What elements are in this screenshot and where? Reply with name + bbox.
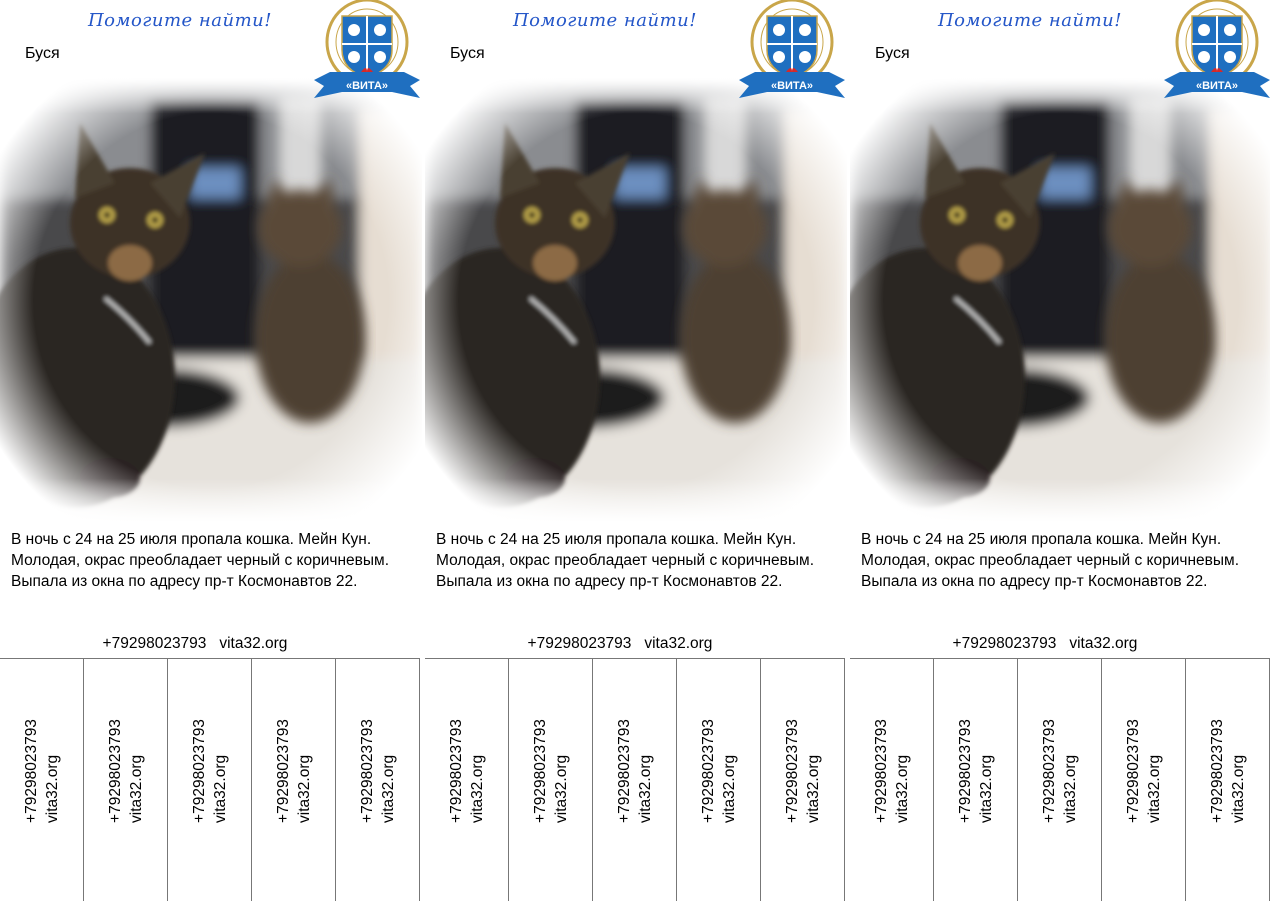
contact-site: vita32.org: [1069, 635, 1138, 652]
pet-name: Буся: [450, 45, 485, 62]
strip-site: vita32.org: [468, 754, 486, 823]
description-line: В ночь с 24 на 25 июля пропала кошка. Ме…: [861, 531, 1222, 548]
description: В ночь с 24 на 25 июля пропала кошка. Ме…: [861, 529, 1239, 592]
contact-line: +79298023793 vita32.org: [0, 635, 390, 653]
strip-phone: +79298023793: [956, 719, 974, 823]
strip-phone: +79298023793: [190, 719, 208, 823]
tear-off-strip: +79298023793 vita32.org: [425, 659, 509, 901]
logo: «ВИТА»: [312, 0, 422, 104]
svg-text:«ВИТА»: «ВИТА»: [771, 80, 813, 92]
strip-site: vita32.org: [893, 754, 911, 823]
strip-site: vita32.org: [804, 754, 822, 823]
contact-site: vita32.org: [219, 635, 288, 652]
strip-site: vita32.org: [43, 754, 61, 823]
pet-photo: [0, 78, 422, 523]
cat-photo: [425, 78, 847, 523]
description: В ночь с 24 на 25 июля пропала кошка. Ме…: [436, 529, 814, 592]
strip-phone: +79298023793: [783, 719, 801, 823]
pet-photo: [850, 78, 1270, 523]
pet-photo: [425, 78, 847, 523]
strip-site: vita32.org: [552, 754, 570, 823]
contact-line: +79298023793 vita32.org: [425, 635, 815, 653]
strip-site: vita32.org: [977, 754, 995, 823]
tear-off-strip: +79298023793 vita32.org: [84, 659, 168, 901]
strip-phone: +79298023793: [1208, 719, 1226, 823]
tear-off-strip: +79298023793 vita32.org: [0, 659, 84, 901]
tear-off-strip: +79298023793 vita32.org: [1102, 659, 1186, 901]
contact-phone: +79298023793: [102, 635, 207, 652]
contact-phone: +79298023793: [952, 635, 1057, 652]
strip-site: vita32.org: [1145, 754, 1163, 823]
tear-off-strip: +79298023793 vita32.org: [336, 659, 420, 901]
strip-phone: +79298023793: [274, 719, 292, 823]
strip-phone: +79298023793: [22, 719, 40, 823]
strip-phone: +79298023793: [1124, 719, 1142, 823]
poster-copy: Помогите найти! Буся «ВИТА»: [0, 0, 425, 901]
tear-off-strips: +79298023793 vita32.org +79298023793 vita3…: [850, 658, 1270, 901]
strip-site: vita32.org: [127, 754, 145, 823]
description-line: Молодая, окрас преобладает черный с кори…: [436, 552, 814, 569]
tear-off-strip: +79298023793 vita32.org: [934, 659, 1018, 901]
description-line: В ночь с 24 на 25 июля пропала кошка. Ме…: [11, 531, 372, 548]
logo: «ВИТА»: [1162, 0, 1270, 104]
contact-phone: +79298023793: [527, 635, 632, 652]
vita-logo: «ВИТА»: [1164, 0, 1270, 98]
strip-site: vita32.org: [1061, 754, 1079, 823]
tear-off-strip: +79298023793 vita32.org: [1018, 659, 1102, 901]
poster-copy: Помогите найти! Буся «ВИТА»: [850, 0, 1270, 901]
strip-phone: +79298023793: [699, 719, 717, 823]
tear-off-strip: +79298023793 vita32.org: [593, 659, 677, 901]
description-line: Выпала из окна по адресу пр-т Космонавто…: [436, 573, 783, 590]
strip-phone: +79298023793: [531, 719, 549, 823]
tear-off-strip: +79298023793 vita32.org: [509, 659, 593, 901]
description: В ночь с 24 на 25 июля пропала кошка. Ме…: [11, 529, 389, 592]
cat-photo: [850, 78, 1270, 523]
strip-site: vita32.org: [295, 754, 313, 823]
poster-copy: Помогите найти! Буся «ВИТА»: [425, 0, 850, 901]
tear-off-strip: +79298023793 vita32.org: [761, 659, 845, 901]
strip-phone: +79298023793: [1040, 719, 1058, 823]
strip-site: vita32.org: [1229, 754, 1247, 823]
poster-title: Помогите найти!: [937, 10, 1122, 31]
tear-off-strip: +79298023793 vita32.org: [850, 659, 934, 901]
strip-phone: +79298023793: [358, 719, 376, 823]
description-line: Молодая, окрас преобладает черный с кори…: [11, 552, 389, 569]
pet-name: Буся: [875, 45, 910, 62]
tear-off-strip: +79298023793 vita32.org: [252, 659, 336, 901]
cat-photo: [0, 78, 422, 523]
poster-title: Помогите найти!: [512, 10, 697, 31]
svg-text:«ВИТА»: «ВИТА»: [346, 80, 388, 92]
logo: «ВИТА»: [737, 0, 847, 104]
strip-phone: +79298023793: [615, 719, 633, 823]
tear-off-strip: +79298023793 vita32.org: [168, 659, 252, 901]
pet-name: Буся: [25, 45, 60, 62]
svg-text:«ВИТА»: «ВИТА»: [1196, 80, 1238, 92]
poster-title: Помогите найти!: [87, 10, 272, 31]
strip-site: vita32.org: [379, 754, 397, 823]
vita-logo: «ВИТА»: [314, 0, 420, 98]
tear-off-strip: +79298023793 vita32.org: [1186, 659, 1270, 901]
tear-off-strips: +79298023793 vita32.org +79298023793 vita3…: [425, 658, 845, 901]
vita-logo: «ВИТА»: [739, 0, 845, 98]
strip-site: vita32.org: [211, 754, 229, 823]
description-line: Молодая, окрас преобладает черный с кори…: [861, 552, 1239, 569]
contact-site: vita32.org: [644, 635, 713, 652]
description-line: Выпала из окна по адресу пр-т Космонавто…: [861, 573, 1208, 590]
description-line: Выпала из окна по адресу пр-т Космонавто…: [11, 573, 358, 590]
strip-phone: +79298023793: [106, 719, 124, 823]
contact-line: +79298023793 vita32.org: [850, 635, 1240, 653]
strip-site: vita32.org: [636, 754, 654, 823]
description-line: В ночь с 24 на 25 июля пропала кошка. Ме…: [436, 531, 797, 548]
tear-off-strip: +79298023793 vita32.org: [677, 659, 761, 901]
strip-phone: +79298023793: [447, 719, 465, 823]
strip-phone: +79298023793: [872, 719, 890, 823]
tear-off-strips: +79298023793 vita32.org +79298023793 vita3…: [0, 658, 420, 901]
strip-site: vita32.org: [720, 754, 738, 823]
